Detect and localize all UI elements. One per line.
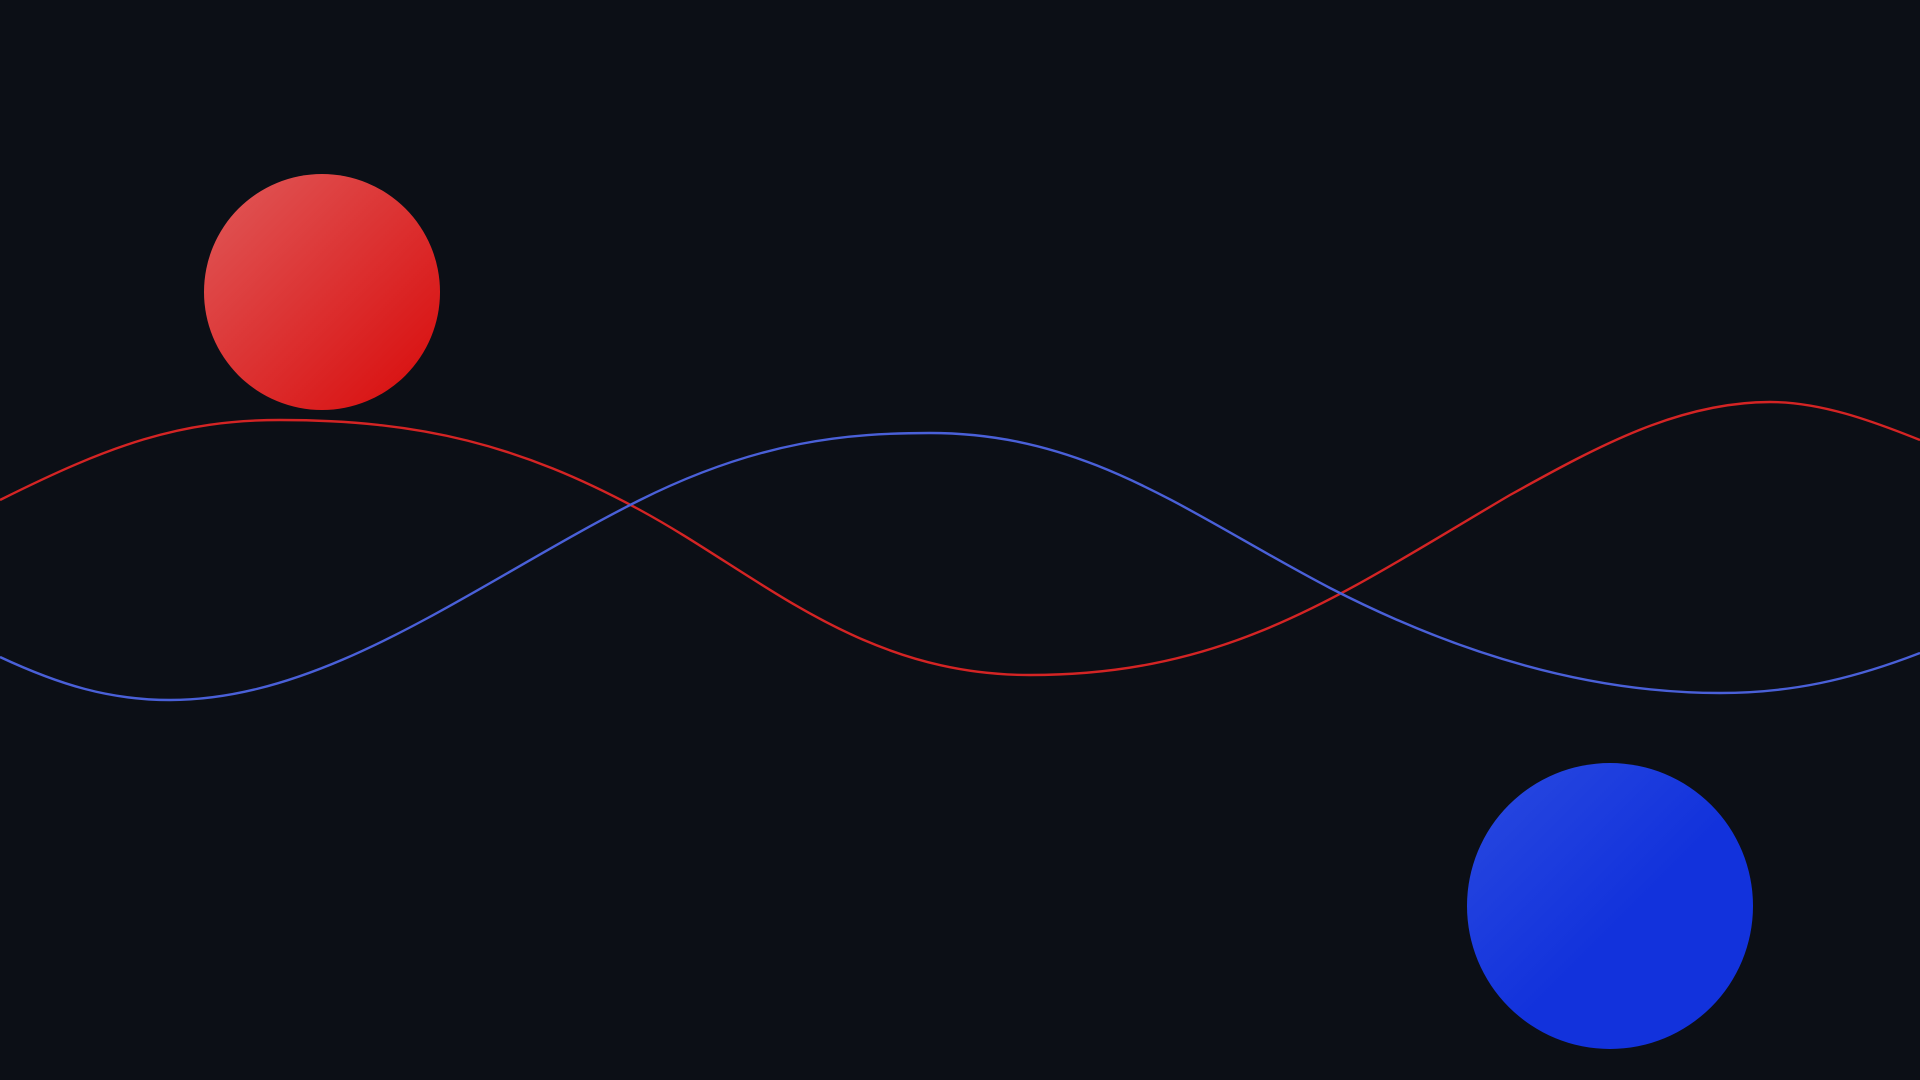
red-wave-line xyxy=(0,400,1920,677)
red-circle xyxy=(204,174,440,410)
blue-wave-line xyxy=(0,431,1920,702)
blue-circle xyxy=(1467,763,1753,1049)
